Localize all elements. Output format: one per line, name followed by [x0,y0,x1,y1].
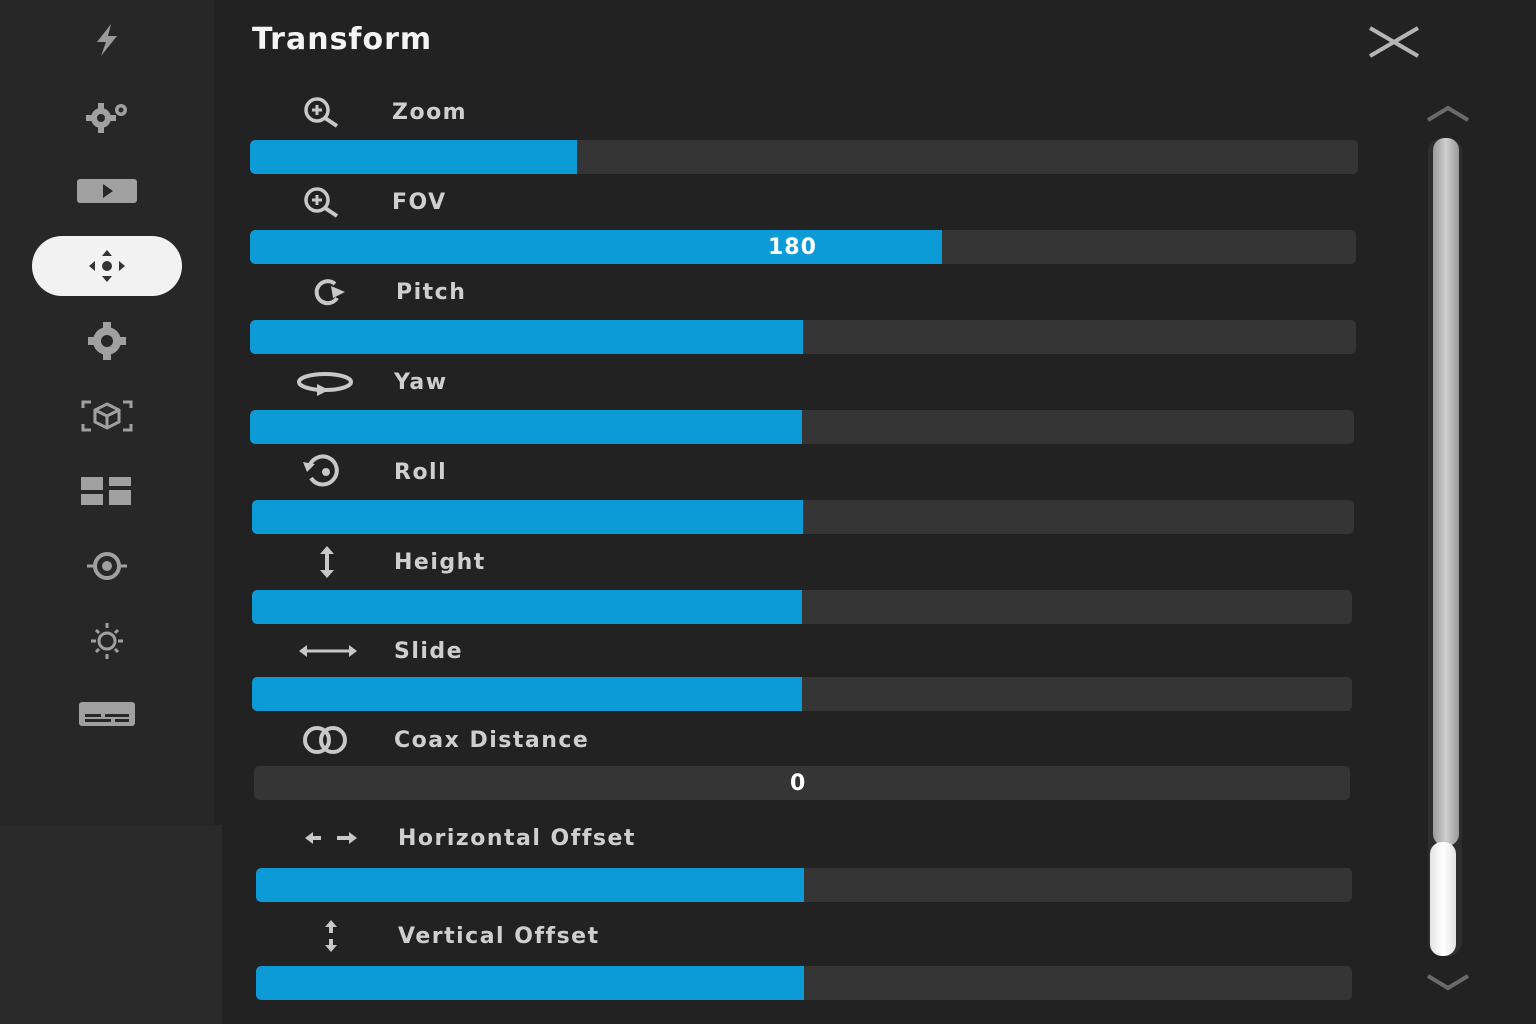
sidebar-item-3d[interactable] [32,386,182,446]
roll-label: Roll [394,459,448,485]
sidebar-item-target[interactable] [32,536,182,596]
yaw-label-row: Yaw [290,362,448,402]
lightning-icon [97,24,117,56]
pitch-slider[interactable] [250,320,1356,354]
vertical-arrows-icon [290,542,360,582]
fov-value: 180 [768,234,817,260]
yaw-slider-fill [250,410,802,444]
close-button[interactable] [1362,24,1426,60]
close-icon [1368,26,1420,58]
coax-distance-label-row: Coax Distance [290,720,589,760]
gears-icon [86,103,127,133]
sidebar [0,0,214,825]
horizontal-offset-slider[interactable] [256,868,1352,902]
pitch-rotate-icon [292,272,362,312]
height-label-row: Height [290,542,486,582]
coax-distance-label: Coax Distance [394,727,590,753]
fov-label-row: FOV [288,182,447,222]
vertical-offset-label-row: Vertical Offset [294,916,600,956]
zoom-label: Zoom [392,99,468,125]
height-label: Height [394,549,486,575]
fov-slider-fill [250,230,943,264]
horizontal-offset-slider-fill [256,868,804,902]
yaw-rotate-icon [290,362,360,402]
move-arrows-icon [89,250,125,282]
horizontal-offset-label: Horizontal Offset [398,825,636,851]
roll-slider[interactable] [252,500,1354,534]
fov-slider[interactable]: 180 [250,230,1356,264]
horizontal-offset-icon [294,818,364,858]
target-crosshair-icon [87,552,127,580]
video-play-icon [77,179,137,203]
dashboard-grid-icon [81,477,131,505]
pitch-slider-fill [250,320,803,354]
vertical-offset-slider[interactable] [256,966,1352,1000]
zoom-slider[interactable] [250,140,1358,174]
sidebar-lower-area [0,825,222,1024]
subtitles-icon [79,702,135,726]
horizontal-arrows-icon [290,631,360,671]
height-slider-fill [252,590,802,624]
slide-slider[interactable] [252,677,1352,711]
slide-label-row: Slide [290,631,463,671]
sidebar-item-gears[interactable] [32,86,182,146]
height-slider[interactable] [252,590,1352,624]
sidebar-item-dashboard[interactable] [32,461,182,521]
roll-slider-fill [252,500,803,534]
panel-title: Transform [252,22,433,57]
settings-gear-icon [88,322,126,360]
slide-slider-fill [252,677,802,711]
coax-distance-value: 0 [790,770,807,796]
scrollbar-thumb-end[interactable] [1430,842,1456,956]
zoom-label-row: Zoom [288,92,467,132]
coax-distance-slider[interactable]: 0 [254,766,1350,800]
horizontal-offset-label-row: Horizontal Offset [294,818,636,858]
pitch-label-row: Pitch [292,272,466,312]
brightness-icon [91,623,123,659]
sidebar-item-brightness[interactable] [32,611,182,671]
roll-label-row: Roll [290,452,447,492]
zoom-in-icon [288,92,358,132]
3d-box-icon [81,400,133,432]
sidebar-item-subtitles[interactable] [32,684,182,744]
scrollbar-thumb[interactable] [1433,138,1459,846]
scroll-up-chevron-icon[interactable] [1420,100,1476,130]
linked-circles-icon [290,720,360,760]
zoom-slider-fill [250,140,577,174]
fov-label: FOV [392,189,447,215]
yaw-slider[interactable] [250,410,1354,444]
sidebar-item-video[interactable] [32,161,182,221]
vertical-offset-icon [294,916,364,956]
zoom-in-icon [288,182,358,222]
sidebar-item-settings[interactable] [32,311,182,371]
sidebar-item-lightning[interactable] [32,10,182,70]
slide-label: Slide [394,638,464,664]
pitch-label: Pitch [396,279,467,305]
sidebar-item-transform[interactable] [32,236,182,296]
yaw-label: Yaw [394,369,448,395]
vertical-offset-slider-fill [256,966,804,1000]
vertical-offset-label: Vertical Offset [398,923,600,949]
roll-rotate-icon [290,452,360,492]
scroll-down-chevron-icon[interactable] [1420,966,1476,996]
